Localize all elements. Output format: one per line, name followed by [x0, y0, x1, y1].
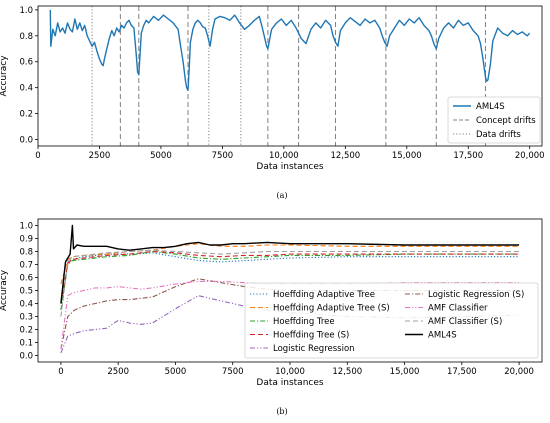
chart-a: 0 2500 5000 7500 10,000 12,500 15,000 17,500 20,…: [0, 5, 545, 172]
series-line-aml4s: [60, 224, 520, 304]
series-line-amf-classifier-s: [60, 249, 520, 317]
legend-label: Hoeffding Adaptive Tree: [273, 290, 375, 300]
y-tick-label: 1.0: [19, 222, 33, 232]
series-line-aml4s: [49, 9, 531, 92]
plot-area-a: [49, 6, 531, 146]
legend-label: AMF Classifier (S): [428, 317, 502, 327]
x-tick-label: 0: [58, 367, 63, 377]
y-axis-label: Accuracy: [0, 55, 9, 97]
x-tick-label: 17,500: [447, 367, 477, 377]
series-line-hoeffding-tree: [60, 250, 520, 311]
y-tick-label: 0.1: [19, 339, 33, 349]
y-tick-label: 0.4: [19, 84, 33, 94]
x-tick-label: 10,000: [269, 151, 299, 161]
y-tick-label: 0.6: [19, 58, 33, 68]
x-tick-label: 7500: [222, 367, 244, 377]
x-tick-label: 12,500: [330, 151, 360, 161]
legend-a: AML4S Concept drifts Data drifts: [447, 96, 541, 144]
x-tick-label: 12,500: [332, 367, 362, 377]
x-tick-label: 10,000: [275, 367, 305, 377]
y-tick-label: 0.8: [19, 32, 33, 42]
legend-frame-b: [244, 282, 539, 359]
x-tick-label: 15,000: [390, 367, 420, 377]
legend-label: Logistic Regression (S): [428, 290, 524, 300]
plot-frame-a: [37, 5, 543, 147]
x-tick-label: 5000: [165, 367, 187, 377]
x-tick-label: 20,000: [504, 367, 534, 377]
y-tick-label: 0.9: [19, 235, 33, 245]
y-tick-label: 0.0: [19, 136, 33, 146]
legend-label: Hoeffding Adaptive Tree (S): [273, 304, 390, 314]
y-tick-label: 0.8: [19, 248, 33, 258]
legend-label: Logistic Regression: [273, 344, 355, 354]
caption-b: (b): [276, 407, 287, 416]
y-tick-label: 0.3: [19, 313, 33, 323]
legend-label: AML4S: [476, 102, 505, 112]
legend-label: Concept drifts: [476, 116, 536, 126]
x-tick-label: 17,500: [453, 151, 483, 161]
x-tick-label: 2500: [89, 151, 111, 161]
x-tick-label: 15,000: [392, 151, 422, 161]
legend-label: Data drifts: [476, 130, 521, 140]
caption-a: (a): [276, 191, 287, 200]
x-axis-label: Data instances: [256, 378, 323, 388]
y-tick-label: 1.0: [19, 6, 33, 16]
x-tick-label: 0: [35, 151, 40, 161]
legend-label: Hoeffding Tree: [273, 317, 335, 327]
series-line-hoeffding-adaptive-tree: [60, 252, 520, 311]
plot-frame-b: [37, 218, 543, 363]
legend-label: AMF Classifier: [428, 304, 488, 314]
x-axis-label: Data instances: [256, 162, 323, 172]
y-tick-label: 0.2: [19, 326, 33, 336]
x-tick-label: 7500: [212, 151, 234, 161]
y-tick-label: 0.5: [19, 287, 33, 297]
legend-frame-a: [447, 96, 541, 144]
y-tick-label: 0.7: [19, 261, 33, 271]
y-axis-label: Accuracy: [0, 269, 9, 311]
y-tick-label: 0.4: [19, 300, 33, 310]
x-tick-label: 5000: [150, 151, 172, 161]
y-tick-label: 0.0: [19, 352, 33, 362]
series-line-logistic-regression-s: [60, 278, 520, 350]
x-tick-label: 2500: [107, 367, 129, 377]
chart-b: 0 2500 5000 7500 10,000 12,500 15,000 17,500 20,…: [0, 218, 543, 388]
y-tick-label: 0.2: [19, 110, 33, 120]
legend-b: Hoeffding Adaptive Tree Hoeffding Adaptiv…: [244, 282, 539, 359]
y-tick-label: 0.6: [19, 274, 33, 284]
x-tick-label: 20,000: [515, 151, 545, 161]
legend-label: AML4S: [428, 331, 457, 341]
legend-label: Hoeffding Tree (S): [273, 331, 349, 341]
